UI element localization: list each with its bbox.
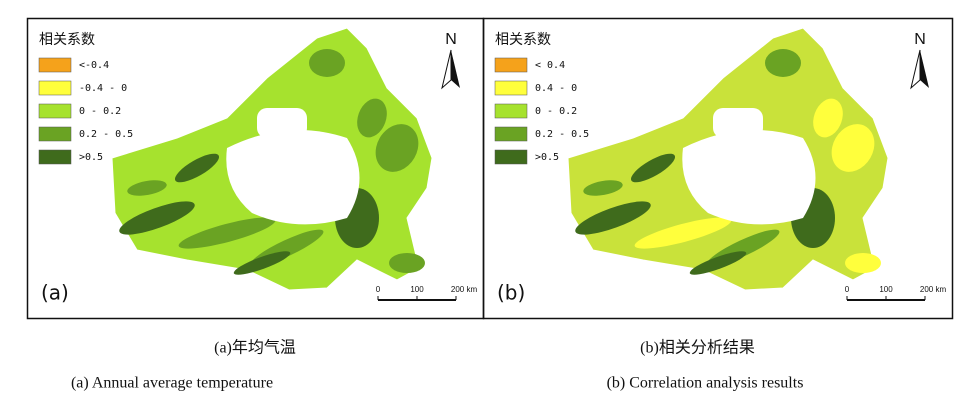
map-panel: 相关系数 <-0.4 -0.4 - 0 0 - 0.2 0.2 - 0.5 >0.5 N 0 1… — [26, 17, 485, 320]
scale-label: 100 — [879, 285, 893, 294]
legend-swatch — [38, 57, 72, 73]
blank-area — [682, 130, 816, 225]
legend-label: 0.4 - 0 — [535, 83, 577, 94]
region-patch — [845, 253, 881, 273]
legend-swatch — [38, 149, 72, 165]
legend-title: 相关系数 — [495, 32, 551, 48]
legend-label: >0.5 — [79, 152, 103, 163]
region-patch — [583, 180, 623, 196]
legend-label: 0.2 - 0.5 — [535, 129, 589, 140]
north-arrow — [910, 49, 921, 90]
caption-en: (b) Correlation analysis results — [607, 375, 804, 392]
caption-zh: (b)相关分析结果 — [640, 339, 755, 357]
region-patch — [174, 153, 220, 183]
legend-swatch — [494, 149, 528, 165]
legend-title: 相关系数 — [39, 32, 95, 48]
legend-swatch — [494, 57, 528, 73]
blank-area — [257, 108, 307, 138]
legend-swatch — [38, 103, 72, 119]
scale-label: 0 — [376, 285, 381, 294]
legend-swatch — [494, 80, 528, 96]
legend-label: <-0.4 — [79, 60, 109, 71]
panel-label: (a) — [41, 281, 69, 305]
region-patch — [813, 98, 843, 138]
map-panel: 相关系数 < 0.4 0.4 - 0 0 - 0.2 0.2 - 0.5 >0.5 N 0 10… — [482, 17, 954, 320]
region-patch — [375, 124, 419, 172]
region-patch — [634, 217, 732, 249]
caption-zh: (a)年均气温 — [214, 339, 296, 357]
legend-label: 0.2 - 0.5 — [79, 129, 133, 140]
panel-frame — [482, 17, 954, 320]
scale-label: 0 — [845, 285, 850, 294]
region-patch — [233, 251, 291, 275]
north-label: N — [445, 31, 457, 48]
region-patch — [357, 98, 387, 138]
scale-label: 100 — [410, 285, 424, 294]
legend-label: < 0.4 — [535, 60, 565, 71]
caption-en: (a) Annual average temperature — [71, 375, 273, 392]
legend-swatch — [494, 103, 528, 119]
north-arrow — [920, 50, 929, 88]
region-patch — [119, 201, 195, 235]
region-patch — [309, 49, 345, 77]
blank-area — [226, 130, 360, 225]
region-patch — [689, 251, 747, 275]
region-patch — [389, 253, 425, 273]
legend-label: 0 - 0.2 — [79, 106, 121, 117]
legend-label: 0 - 0.2 — [535, 106, 577, 117]
scale-label: 200 km — [920, 285, 947, 294]
region-patch — [765, 49, 801, 77]
panel-label: (b) — [497, 281, 525, 305]
region-patch — [831, 124, 875, 172]
legend-label: >0.5 — [535, 152, 559, 163]
legend-swatch — [38, 126, 72, 142]
region-patch — [127, 180, 167, 196]
blank-area — [713, 108, 763, 138]
north-label: N — [914, 31, 926, 48]
region-patch — [178, 217, 276, 249]
north-arrow — [451, 50, 460, 88]
legend-swatch — [494, 126, 528, 142]
region-patch — [630, 153, 676, 183]
region-patch — [575, 201, 651, 235]
north-arrow — [441, 49, 452, 90]
legend-label: -0.4 - 0 — [79, 83, 127, 94]
scale-label: 200 km — [451, 285, 478, 294]
legend-swatch — [38, 80, 72, 96]
